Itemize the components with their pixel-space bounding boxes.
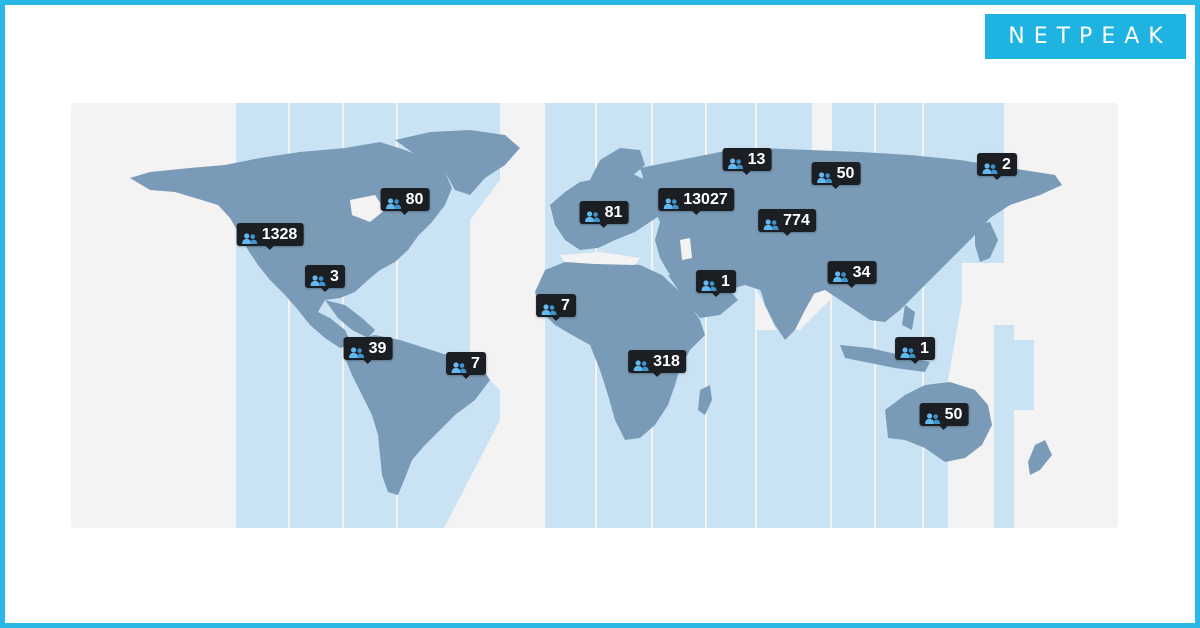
marker-pointer — [599, 224, 608, 228]
marker-count: 1328 — [261, 226, 298, 243]
marker-count: 318 — [653, 353, 680, 370]
logo-text: NETPEAK — [1008, 24, 1172, 49]
marker-pointer — [321, 288, 329, 292]
marker-pointer — [847, 284, 856, 288]
users-icon — [633, 356, 649, 371]
marker-pointer — [993, 176, 1001, 180]
marker-pointer — [782, 232, 791, 236]
marker-mexico[interactable]: 3 — [305, 265, 345, 292]
users-icon — [663, 194, 679, 209]
users-icon — [982, 159, 998, 174]
marker-count: 3 — [330, 268, 339, 285]
mediterranean-shape — [560, 252, 640, 265]
marker-arabia[interactable]: 1 — [696, 270, 736, 297]
caspian-shape — [680, 238, 692, 260]
marker-eastern-europe[interactable]: 13027 — [658, 188, 734, 215]
africa-shape — [535, 258, 705, 440]
users-icon — [349, 343, 365, 358]
world-map-svg — [130, 103, 1062, 528]
users-icon — [833, 267, 849, 282]
marker-pointer — [266, 246, 274, 250]
marker-pointer — [552, 317, 560, 321]
marker-count: 13027 — [683, 191, 728, 208]
marker-china[interactable]: 34 — [827, 261, 877, 288]
timezone-band — [1014, 340, 1034, 410]
marker-central-europe[interactable]: 81 — [579, 201, 629, 228]
new-zealand-shape — [1028, 440, 1052, 475]
marker-north-russia[interactable]: 13 — [722, 148, 772, 175]
netpeak-logo: NETPEAK — [985, 14, 1186, 59]
marker-count: 1 — [920, 340, 929, 357]
marker-west-africa[interactable]: 7 — [536, 294, 576, 321]
users-icon — [701, 276, 717, 291]
philippines-shape — [902, 305, 915, 330]
marker-count: 1 — [721, 273, 730, 290]
users-icon — [310, 271, 326, 286]
marker-australia[interactable]: 50 — [919, 403, 969, 430]
south-america-shape — [345, 335, 490, 495]
marker-count: 2 — [1002, 156, 1011, 173]
timezone-band — [757, 300, 830, 528]
marker-pointer — [652, 373, 661, 377]
madagascar-shape — [698, 385, 712, 415]
marker-pointer — [939, 426, 948, 430]
marker-pointer — [400, 211, 409, 215]
users-icon — [817, 168, 833, 183]
water-details — [350, 195, 692, 265]
central-america-shape — [325, 300, 375, 338]
marker-brazil[interactable]: 7 — [446, 352, 486, 379]
marker-pointer — [692, 211, 700, 215]
hudson-bay-shape — [350, 195, 385, 222]
users-icon — [386, 194, 402, 209]
marker-count: 774 — [783, 212, 810, 229]
users-icon — [925, 409, 941, 424]
users-icon — [541, 300, 557, 315]
marker-count: 80 — [405, 191, 424, 208]
marker-canada-east[interactable]: 80 — [380, 188, 430, 215]
marker-indonesia[interactable]: 1 — [895, 337, 935, 364]
japan-shape — [975, 222, 998, 262]
marker-pointer — [363, 360, 372, 364]
world-map[interactable] — [71, 103, 1118, 528]
marker-count: 13 — [747, 151, 766, 168]
marker-pointer — [712, 293, 720, 297]
marker-count: 50 — [944, 406, 963, 423]
users-icon — [728, 154, 744, 169]
users-icon — [242, 229, 258, 244]
greenland-shape — [395, 130, 520, 195]
marker-southern-africa[interactable]: 318 — [628, 350, 686, 377]
users-icon — [900, 343, 916, 358]
marker-count: 34 — [852, 264, 871, 281]
marker-colombia[interactable]: 39 — [343, 337, 393, 364]
users-icon — [585, 207, 601, 222]
marker-count: 7 — [471, 355, 480, 372]
marker-count: 39 — [368, 340, 387, 357]
users-icon — [763, 215, 779, 230]
asia-shape — [640, 148, 1062, 325]
users-icon — [451, 358, 467, 373]
marker-pointer — [742, 171, 751, 175]
marker-pointer — [462, 375, 470, 379]
indonesia-shape — [840, 345, 930, 372]
marker-count: 81 — [604, 204, 623, 221]
marker-pointer — [911, 360, 919, 364]
marker-count: 7 — [561, 297, 570, 314]
scandinavia-shape — [590, 148, 645, 185]
marker-kazakhstan[interactable]: 774 — [758, 209, 816, 236]
india-shape — [760, 285, 815, 340]
timezone-band — [994, 325, 1014, 528]
marker-far-east-russia[interactable]: 2 — [977, 153, 1017, 180]
timezone-band — [444, 103, 500, 528]
marker-us-west[interactable]: 1328 — [236, 223, 304, 250]
marker-siberia[interactable]: 50 — [811, 162, 861, 189]
marker-pointer — [831, 185, 840, 189]
marker-count: 50 — [836, 165, 855, 182]
